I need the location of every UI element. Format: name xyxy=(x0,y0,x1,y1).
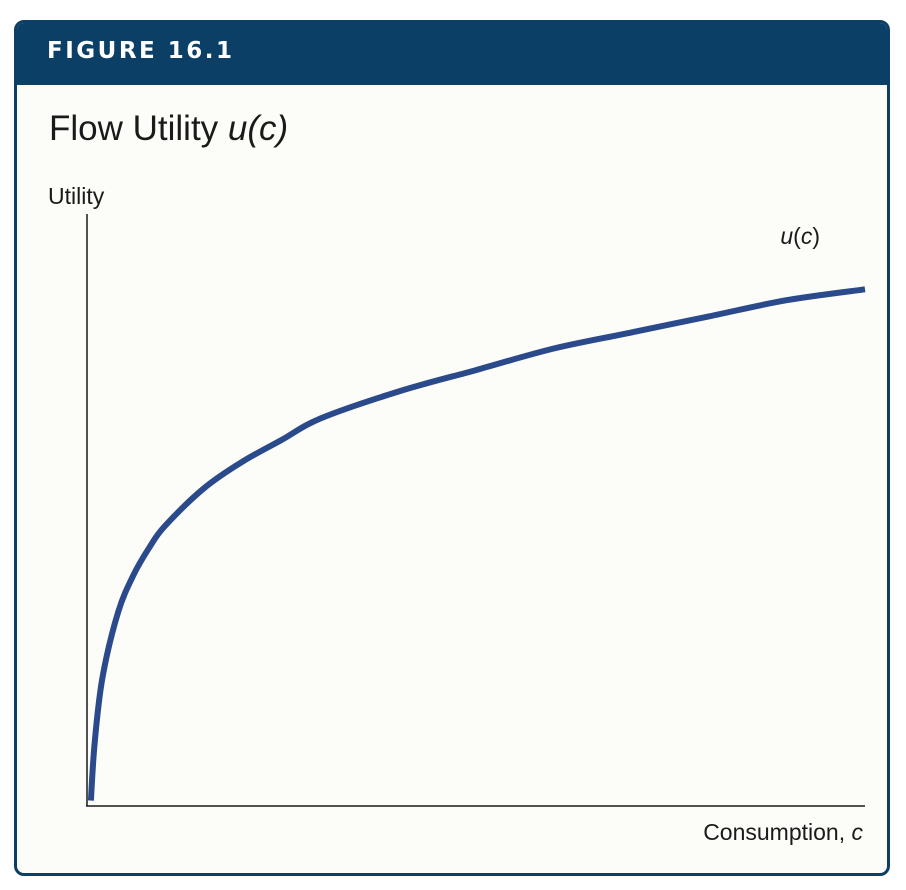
series-label-close: ) xyxy=(812,223,820,249)
chart-title-text: Flow Utility xyxy=(49,109,228,148)
chart-title-math: u(c) xyxy=(227,109,289,148)
x-axis-label: Consumption, c xyxy=(703,819,863,845)
series-line-u-c xyxy=(87,286,866,801)
series-label-open: ( xyxy=(793,223,801,249)
y-axis-label: Utility xyxy=(48,183,105,209)
series-label-var: c xyxy=(801,223,813,249)
x-axis-label-var: c xyxy=(852,819,864,845)
x-axis-label-text: Consumption, xyxy=(703,819,851,845)
series-layer xyxy=(87,286,866,801)
chart-title: Flow Utility u(c) xyxy=(49,109,288,149)
figure-panel: FIGURE 16.1 Flow Utility u(c) xyxy=(14,20,890,876)
series-label-u-c: u(c) xyxy=(780,223,820,249)
figure-header: FIGURE 16.1 xyxy=(17,23,887,85)
figure-label: FIGURE 16.1 xyxy=(47,38,235,64)
series-label-math: u xyxy=(780,223,793,249)
